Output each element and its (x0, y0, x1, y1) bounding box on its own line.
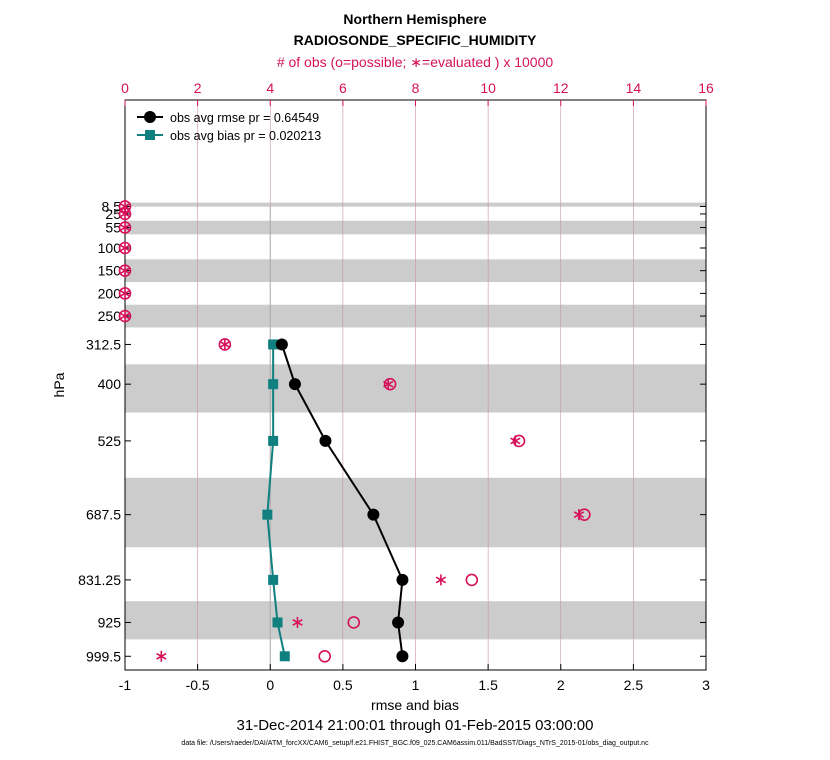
rmse-marker (396, 650, 409, 663)
rmse-marker (396, 573, 409, 586)
evaluated-obs-stroke (119, 210, 131, 218)
evaluated-obs-stroke (156, 652, 167, 660)
date-range: 31-Dec-2014 21:00:01 through 01-Feb-2015… (237, 717, 594, 734)
legend-rmse-marker (144, 111, 156, 123)
y-tick-label: 687.5 (86, 507, 121, 523)
x-tick-label: 2 (557, 677, 565, 693)
legend-bias-label: obs avg bias pr = 0.020213 (170, 129, 321, 143)
y-tick-label: 925 (98, 614, 122, 630)
y-tick-label: 525 (98, 433, 122, 449)
y-tick-label: 55 (105, 220, 121, 236)
evaluated-obs-marker (573, 509, 585, 521)
possible-obs-marker (347, 616, 361, 629)
evaluated-obs-stroke (119, 267, 131, 275)
x-tick-label: 3 (702, 677, 710, 693)
top-tick-label: 10 (480, 80, 496, 96)
y-tick-label: 8.5 (102, 198, 122, 214)
obs-count-layer (118, 200, 591, 663)
rmse-marker (367, 508, 380, 521)
evaluated-obs-stroke (383, 380, 394, 388)
evaluated-obs-marker (383, 378, 394, 390)
evaluated-obs-stroke (510, 437, 521, 445)
evaluated-obs-stroke (292, 619, 303, 626)
evaluated-obs-marker (292, 616, 303, 628)
top-tick-label: 8 (412, 80, 420, 96)
data-file-footnote: data file: /Users/raeder/DAI/ATM_forcXX/… (181, 740, 649, 747)
evaluated-obs-stroke (119, 224, 131, 232)
rmse-marker (275, 338, 288, 351)
possible-obs-marker (318, 649, 332, 663)
evaluated-obs-marker (119, 242, 131, 254)
top-tick-label: 0 (121, 80, 129, 96)
x-tick-label: -1 (119, 677, 132, 693)
x-tick-label: 1 (412, 677, 420, 693)
x-tick-label: 0.5 (333, 677, 353, 693)
x-tick-label: 1.5 (478, 677, 498, 693)
evaluated-obs-marker (119, 208, 131, 220)
y-tick-label: 999.5 (86, 648, 121, 664)
evaluated-obs-marker (119, 265, 131, 277)
chart-subtitle: RADIOSONDE_SPECIFIC_HUMIDITY (294, 32, 537, 48)
rmse-marker (319, 434, 332, 447)
y-tick-label: 250 (98, 308, 122, 324)
bias-marker (262, 509, 273, 520)
y-tick-label: 831.25 (78, 572, 121, 588)
possible-obs-marker (383, 377, 397, 391)
top-axis: 0 2 4 6 8 10 12 14 16 (121, 80, 714, 106)
bias-marker (279, 651, 290, 662)
x-tick-label: 0 (266, 677, 274, 693)
evaluated-obs-stroke (119, 312, 131, 320)
y-tick-label: 400 (98, 376, 122, 392)
top-tick-label: 14 (626, 80, 642, 96)
evaluated-obs-marker (119, 222, 131, 234)
top-tick-label: 4 (266, 80, 274, 96)
top-tick-label: 2 (194, 80, 202, 96)
possible-obs-marker (465, 573, 479, 587)
x-tick-label: 2.5 (624, 677, 644, 693)
bias-marker (268, 339, 279, 350)
rmse-marker (392, 616, 405, 629)
bottom-axis: -1 -0.5 0 0.5 1 1.5 2 2.5 3 (119, 664, 710, 693)
x-tick-label: -0.5 (186, 677, 210, 693)
y-tick-label: 200 (98, 285, 122, 301)
evaluated-obs-stroke (119, 289, 131, 297)
evaluated-obs-marker (219, 338, 231, 350)
bias-marker (268, 574, 279, 585)
bias-marker (268, 379, 279, 390)
top-tick-label: 6 (339, 80, 347, 96)
bias-marker (272, 617, 283, 628)
evaluated-obs-marker (156, 650, 167, 662)
evaluated-obs-marker (119, 287, 131, 299)
series-layer (262, 338, 409, 663)
y-tick-label: 150 (98, 263, 122, 279)
y-axis-label: hPa (51, 372, 67, 397)
y-tick-label: 312.5 (86, 336, 121, 352)
legend: obs avg rmse pr = 0.64549 obs avg bias p… (137, 111, 321, 143)
top-tick-label: 16 (698, 80, 714, 96)
evaluated-obs-stroke (435, 576, 447, 584)
bias-marker (268, 435, 279, 446)
evaluated-obs-stroke (573, 511, 585, 519)
top-axis-label: # of obs (o=possible; ∗=evaluated ) x 10… (277, 54, 554, 70)
y-tick-label: 25 (105, 206, 121, 222)
legend-bias-marker (145, 130, 155, 140)
legend-rmse-label: obs avg rmse pr = 0.64549 (170, 111, 319, 125)
evaluated-obs-stroke (219, 341, 231, 348)
y-tick-label: 100 (98, 240, 122, 256)
evaluated-obs-marker (510, 435, 521, 447)
evaluated-obs-stroke (119, 244, 131, 252)
evaluated-obs-stroke (119, 203, 131, 210)
chart-title: Northern Hemisphere (343, 11, 486, 27)
x-axis-label: rmse and bias (371, 697, 459, 713)
evaluated-obs-marker (119, 310, 131, 322)
rmse-marker (288, 378, 301, 391)
evaluated-obs-marker (435, 574, 447, 586)
top-tick-label: 12 (553, 80, 569, 96)
possible-obs-marker (512, 434, 526, 448)
